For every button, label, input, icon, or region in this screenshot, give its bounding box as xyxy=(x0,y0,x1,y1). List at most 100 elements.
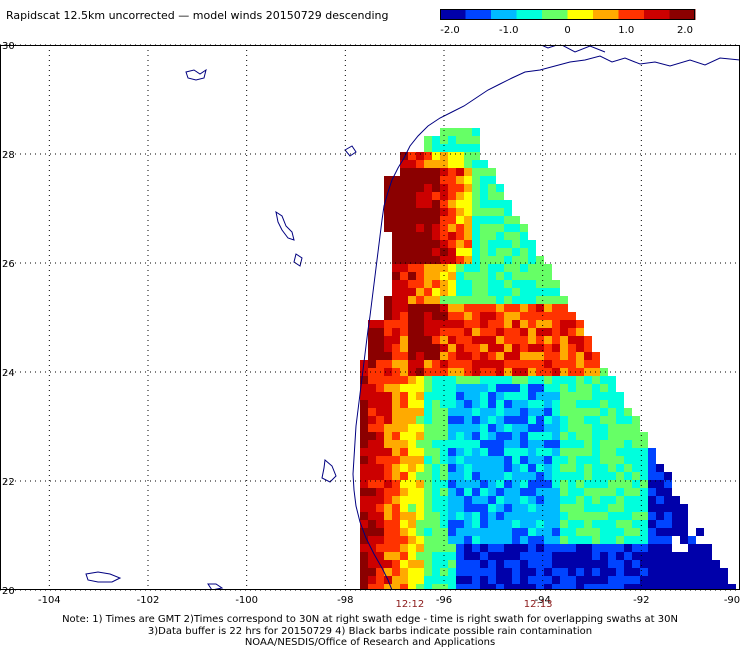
swath-cell xyxy=(472,272,480,280)
swath-cell xyxy=(416,544,424,552)
swath-cell xyxy=(376,376,384,384)
swath-cell xyxy=(576,392,584,400)
swath-cell xyxy=(512,344,520,352)
swath-cell xyxy=(416,552,424,560)
swath-cell xyxy=(600,520,608,528)
swath-cell xyxy=(632,528,640,536)
swath-cell xyxy=(456,464,464,472)
swath-cell xyxy=(376,440,384,448)
swath-cell xyxy=(568,368,576,376)
swath-cell xyxy=(392,224,400,232)
swath-cell xyxy=(600,440,608,448)
swath-cell xyxy=(600,544,608,552)
footnotes: Note: 1) Times are GMT 2)Times correspon… xyxy=(0,614,740,649)
swath-cell xyxy=(464,200,472,208)
swath-cell xyxy=(408,208,416,216)
swath-cell xyxy=(416,560,424,568)
swath-cell xyxy=(400,408,408,416)
swath-cell xyxy=(472,464,480,472)
swath-cell xyxy=(432,536,440,544)
swath-cell xyxy=(440,304,448,312)
swath-cell xyxy=(368,568,376,576)
swath-cell xyxy=(672,560,680,568)
swath-cell xyxy=(464,504,472,512)
swath-cell xyxy=(392,176,400,184)
swath-cell xyxy=(360,384,368,392)
swath-cell xyxy=(608,432,616,440)
swath-cell xyxy=(520,224,528,232)
swath-cell xyxy=(416,232,424,240)
swath-cell xyxy=(464,312,472,320)
swath-cell xyxy=(664,472,672,480)
swath-cell xyxy=(408,472,416,480)
swath-cell xyxy=(544,544,552,552)
swath-cell xyxy=(632,464,640,472)
swath-cell xyxy=(424,536,432,544)
swath-cell xyxy=(472,456,480,464)
swath-cell xyxy=(392,480,400,488)
swath-cell xyxy=(600,560,608,568)
swath-cell xyxy=(496,472,504,480)
swath-cell xyxy=(432,336,440,344)
swath-cell xyxy=(368,496,376,504)
swath-cell xyxy=(544,504,552,512)
swath-cell xyxy=(384,496,392,504)
swath-cell xyxy=(400,568,408,576)
swath-cell xyxy=(480,384,488,392)
swath-cell xyxy=(448,200,456,208)
swath-cell xyxy=(376,416,384,424)
swath-cell xyxy=(720,584,728,590)
swath-cell xyxy=(576,376,584,384)
swath-cell xyxy=(456,304,464,312)
swath-cell xyxy=(512,464,520,472)
swath-cell xyxy=(584,480,592,488)
swath-cell xyxy=(496,200,504,208)
swath-cell xyxy=(576,528,584,536)
swath-cell xyxy=(488,416,496,424)
swath-cell xyxy=(472,152,480,160)
swath-cell xyxy=(584,384,592,392)
swath-cell xyxy=(640,448,648,456)
swath-cell xyxy=(400,240,408,248)
swath-cell xyxy=(456,520,464,528)
swath-cell xyxy=(560,344,568,352)
swath-cell xyxy=(456,160,464,168)
swath-cell xyxy=(600,456,608,464)
swath-cell xyxy=(480,216,488,224)
swath-cell xyxy=(488,288,496,296)
swath-cell xyxy=(480,464,488,472)
swath-cell xyxy=(392,584,400,590)
swath-cell xyxy=(528,448,536,456)
swath-cell xyxy=(568,536,576,544)
swath-cell xyxy=(360,552,368,560)
swath-cell xyxy=(488,368,496,376)
swath-cell xyxy=(400,576,408,584)
swath-cell xyxy=(584,424,592,432)
swath-cell xyxy=(360,576,368,584)
swath-cell xyxy=(472,184,480,192)
swath-cell xyxy=(392,512,400,520)
swath-cell xyxy=(408,576,416,584)
swath-cell xyxy=(496,520,504,528)
swath-cell xyxy=(488,192,496,200)
swath-cell xyxy=(456,432,464,440)
swath-cell xyxy=(504,440,512,448)
swath-cell xyxy=(472,584,480,590)
swath-cell xyxy=(656,472,664,480)
swath-cell xyxy=(472,544,480,552)
swath-cell xyxy=(464,336,472,344)
swath-cell xyxy=(448,184,456,192)
swath-cell xyxy=(496,576,504,584)
swath-cell xyxy=(544,584,552,590)
swath-cell xyxy=(544,568,552,576)
swath-cell xyxy=(480,256,488,264)
swath-cell xyxy=(472,176,480,184)
swath-cell xyxy=(488,528,496,536)
swath-cell xyxy=(464,224,472,232)
swath-cell xyxy=(408,312,416,320)
swath-cell xyxy=(592,552,600,560)
swath-cell xyxy=(480,512,488,520)
swath-cell xyxy=(456,568,464,576)
swath-cell xyxy=(640,552,648,560)
